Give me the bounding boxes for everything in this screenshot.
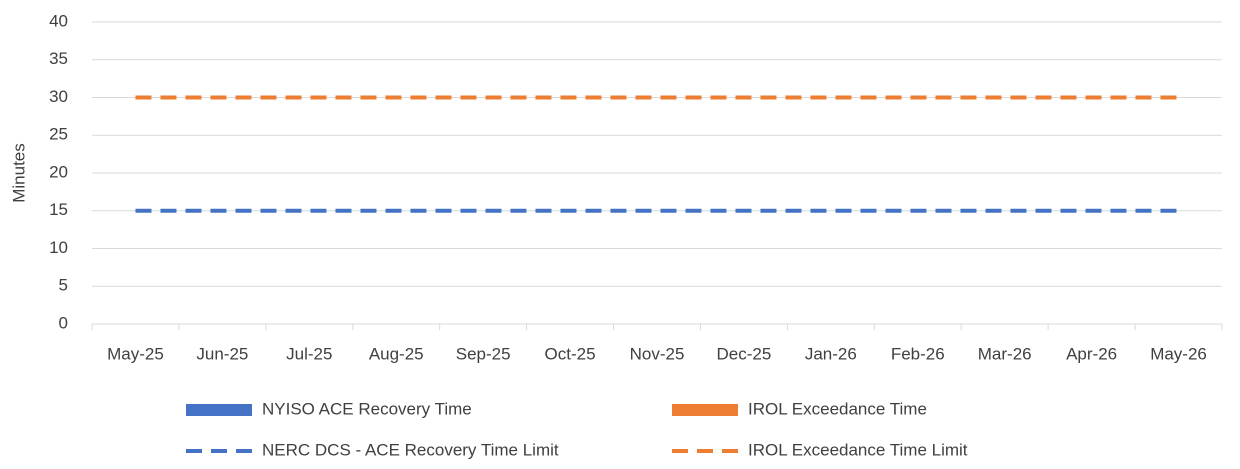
y-tick-label: 5 [59,276,68,295]
y-axis-label: Minutes [9,143,28,203]
y-tick-label: 25 [49,125,68,144]
y-tick-label: 10 [49,238,68,257]
x-tick-label: Sep-25 [456,344,511,363]
x-tick-label: Mar-26 [978,344,1032,363]
x-tick-label: Oct-25 [545,344,596,363]
legend-label: NERC DCS - ACE Recovery Time Limit [262,440,559,459]
x-tick-label: Jul-25 [286,344,332,363]
legend-swatch [186,404,252,416]
x-tick-label: Jan-26 [805,344,857,363]
x-tick-label: Dec-25 [717,344,772,363]
y-tick-label: 15 [49,200,68,219]
y-tick-label: 0 [59,313,68,332]
legend-swatch [672,404,738,416]
y-tick-label: 30 [49,87,68,106]
x-tick-label: Jun-25 [196,344,248,363]
x-tick-label: Nov-25 [630,344,685,363]
x-tick-label: May-25 [107,344,164,363]
x-tick-label: Aug-25 [369,344,424,363]
y-tick-label: 20 [49,162,68,181]
x-tick-label: Apr-26 [1066,344,1117,363]
legend-label: IROL Exceedance Time Limit [748,440,968,459]
x-tick-label: Feb-26 [891,344,945,363]
legend-label: IROL Exceedance Time [748,399,927,418]
legend-label: NYISO ACE Recovery Time [262,399,472,418]
y-tick-label: 40 [49,11,68,30]
x-tick-label: May-26 [1150,344,1207,363]
y-tick-label: 35 [49,49,68,68]
